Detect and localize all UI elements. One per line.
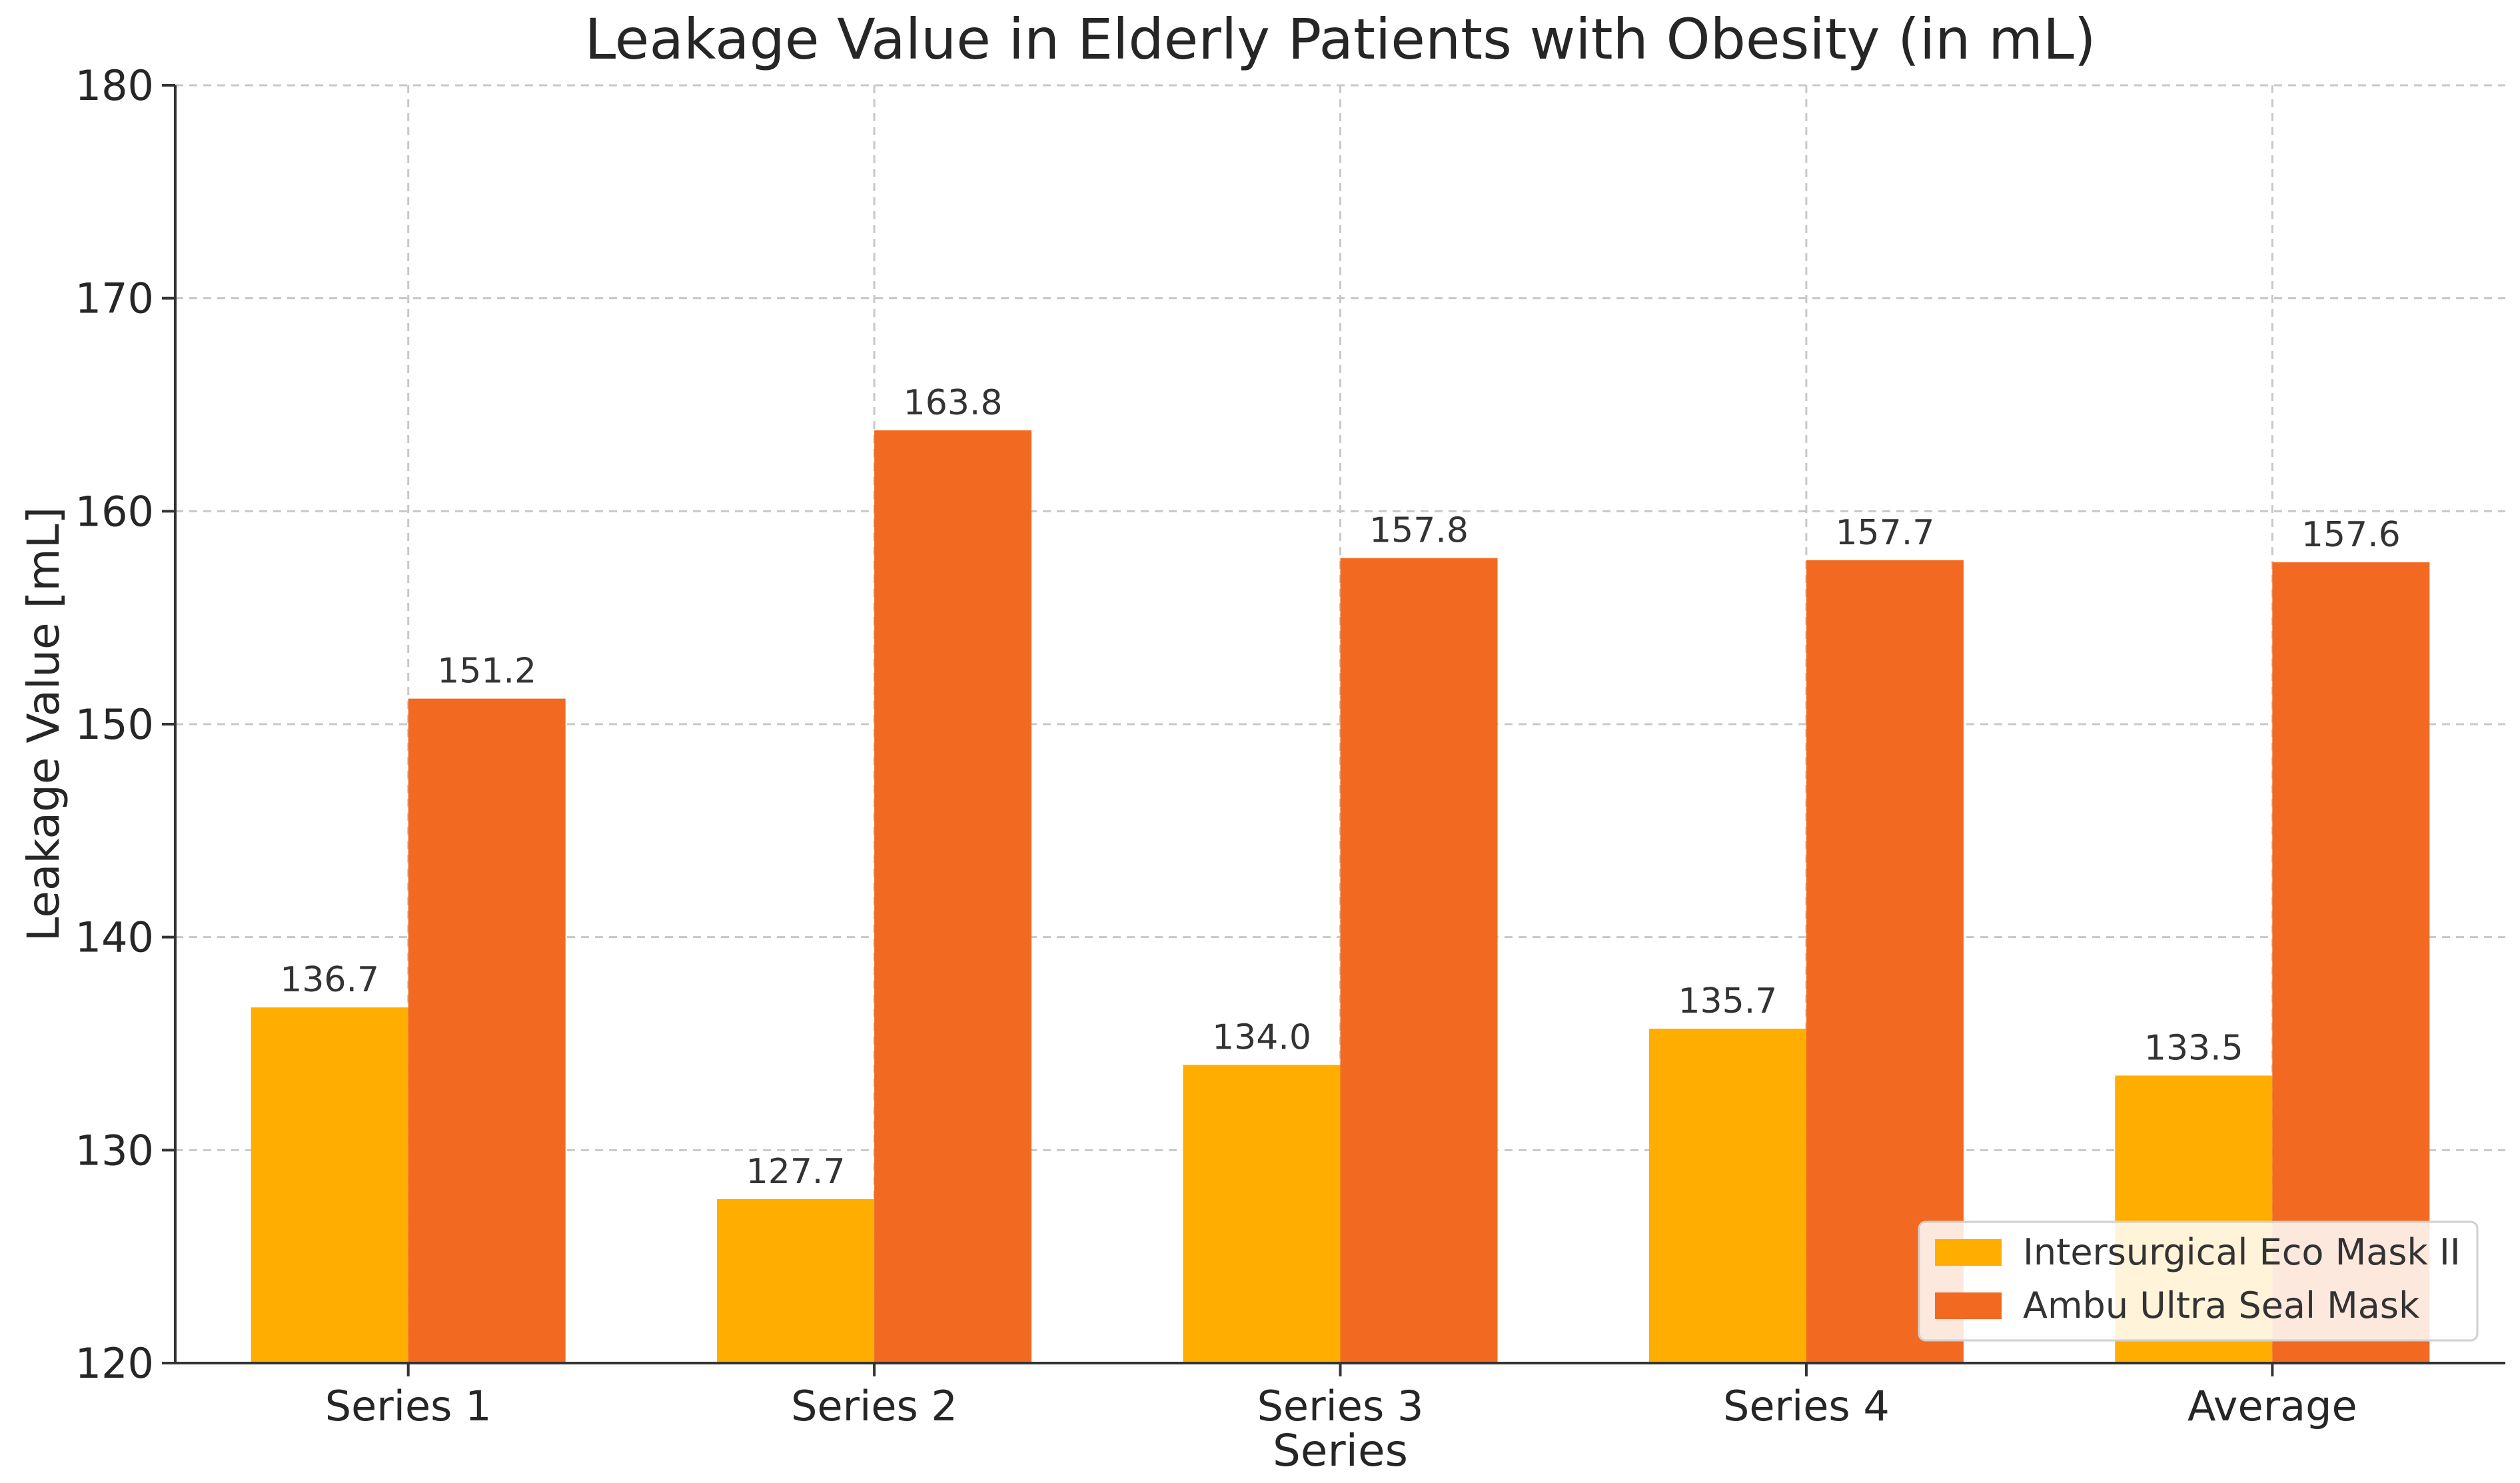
y-axis-title: Leakage Value [mL] [18, 507, 69, 941]
data-label: 127.7 [746, 1152, 846, 1192]
data-label: 133.5 [2144, 1028, 2243, 1068]
data-label: 136.7 [280, 960, 379, 1000]
chart-title: Leakage Value in Elderly Patients with O… [584, 7, 2096, 72]
legend: Intersurgical Eco Mask II Ambu Ultra Seal… [1918, 1221, 2479, 1342]
data-labels: 136.7 127.7 134.0 135.7 133.5 151.2 163.8 157.8… [280, 383, 2400, 1192]
data-label: 151.2 [437, 652, 536, 692]
bar-ambu [874, 430, 1032, 1363]
y-tick-label: 170 [75, 274, 154, 323]
data-label: 157.7 [1835, 513, 1934, 553]
legend-label: Intersurgical Eco Mask II [2023, 1231, 2461, 1273]
legend-swatch [1935, 1239, 2002, 1266]
bar-intersurgical [1648, 1029, 1806, 1363]
y-tick-label: 140 [75, 913, 154, 962]
data-label: 134.0 [1212, 1017, 1311, 1057]
legend-label: Ambu Ultra Seal Mask [2023, 1284, 2420, 1326]
data-label: 163.8 [904, 383, 1003, 423]
bar-intersurgical [251, 1007, 408, 1363]
legend-swatch [1935, 1292, 2002, 1319]
data-label: 157.8 [1369, 511, 1469, 551]
bars [251, 430, 2430, 1364]
x-tick-label: Series 1 [325, 1382, 492, 1430]
data-label: 135.7 [1678, 981, 1777, 1021]
bar-intersurgical [1183, 1065, 1341, 1363]
bar-ambu [408, 698, 566, 1363]
y-tick-label: 120 [75, 1339, 154, 1388]
legend-box [1918, 1221, 2479, 1342]
x-tick-label: Average [2188, 1382, 2357, 1430]
y-tick-label: 150 [75, 700, 154, 749]
bar-intersurgical [717, 1199, 875, 1363]
bar-ambu [1340, 558, 1498, 1364]
x-axis-title: Series [1273, 1425, 1408, 1476]
x-tick-label: Series 2 [791, 1382, 957, 1430]
y-tick-label: 130 [75, 1126, 154, 1175]
y-tick-label: 160 [75, 487, 154, 536]
y-tick-label: 180 [75, 61, 154, 110]
x-tick-label: Series 3 [1257, 1382, 1424, 1430]
data-label: 157.6 [2301, 515, 2401, 555]
x-tick-label: Series 4 [1723, 1382, 1890, 1430]
axes: 120 130 140 150 160 170 180 Series 1 Series 2 Ser… [75, 61, 2505, 1430]
